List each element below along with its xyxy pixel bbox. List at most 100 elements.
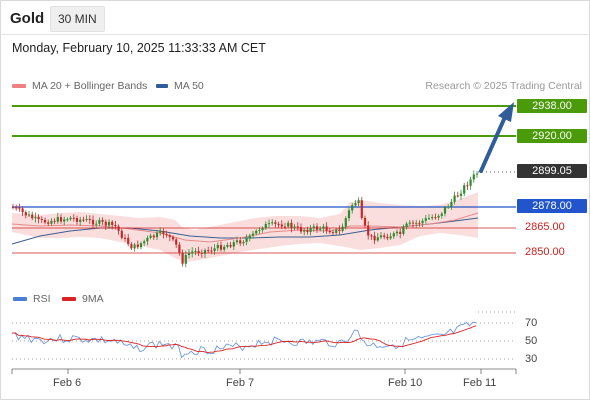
- candle-body: [357, 200, 360, 204]
- candle-body: [418, 222, 421, 224]
- candle-body: [40, 218, 43, 220]
- candle-body: [34, 216, 37, 219]
- header-bar: Gold 30 MIN: [0, 0, 588, 36]
- candle-body: [216, 244, 219, 249]
- candle-body: [184, 254, 187, 264]
- candle-body: [210, 250, 213, 252]
- current-price-label: 2899.05: [517, 164, 587, 178]
- candle-body: [123, 237, 127, 239]
- candle-body: [328, 230, 331, 233]
- candle-body: [280, 224, 283, 227]
- candle-body: [392, 233, 395, 237]
- timeframe-badge[interactable]: 30 MIN: [50, 6, 105, 32]
- candle-body: [315, 226, 319, 230]
- candle-body: [312, 226, 315, 228]
- x-axis-ticks: [11, 369, 517, 374]
- candle-body: [171, 237, 175, 240]
- candle-body: [15, 207, 18, 209]
- candle-body: [415, 222, 418, 224]
- header-divider: [0, 34, 588, 35]
- x-label-feb7: Feb 7: [226, 377, 255, 389]
- candle-body: [427, 218, 431, 220]
- candle-body: [75, 218, 79, 222]
- legend-ma50-swatch: [156, 84, 168, 88]
- x-label-feb11: Feb 11: [463, 377, 497, 389]
- candle-body: [277, 223, 280, 225]
- candle-body: [344, 218, 347, 227]
- candle-body: [463, 185, 466, 194]
- candle-body: [139, 243, 143, 248]
- candle-body: [293, 226, 296, 228]
- candle-body: [351, 205, 354, 211]
- candle-body: [207, 250, 210, 252]
- x-label-feb10: Feb 10: [388, 377, 423, 389]
- candle-body: [296, 226, 299, 228]
- candle-body: [143, 241, 146, 244]
- candle-body: [63, 219, 66, 222]
- legend-ma20-swatch: [12, 84, 26, 88]
- candle-body: [267, 223, 271, 225]
- candle-body: [331, 232, 335, 234]
- candle-body: [466, 185, 469, 187]
- candle-body: [338, 229, 341, 231]
- candle-body: [242, 241, 245, 244]
- candle-body: [136, 244, 139, 248]
- candle-body: [168, 235, 171, 238]
- candle-body: [133, 244, 136, 249]
- candle-body: [175, 239, 178, 245]
- target2-label: 2938.00: [517, 99, 587, 113]
- candle-body: [194, 250, 197, 252]
- candle-body: [31, 214, 34, 219]
- candle-body: [379, 235, 383, 238]
- candle-body: [264, 224, 267, 229]
- support2-label: 2850.00: [525, 246, 565, 258]
- candle-body: [245, 238, 248, 242]
- candle-body: [95, 223, 98, 225]
- candle-body: [370, 235, 373, 237]
- candle-body: [447, 206, 450, 208]
- candle-body: [408, 222, 411, 224]
- candle-body: [354, 203, 357, 206]
- legend-ma50: MA 50: [156, 80, 204, 92]
- candle-body: [21, 208, 24, 213]
- rsi-level-70-label: 70: [525, 317, 538, 329]
- candle-body: [56, 217, 59, 222]
- candle-body: [271, 222, 274, 224]
- candle-body: [114, 225, 117, 227]
- candle-body: [43, 219, 47, 223]
- candle-body: [456, 195, 459, 197]
- candle-body: [431, 217, 434, 219]
- candle-body: [53, 220, 56, 222]
- candle-body: [472, 174, 475, 180]
- candle-body: [299, 227, 303, 232]
- candle-body: [248, 235, 251, 239]
- candle-body: [66, 219, 69, 221]
- candle-body: [159, 230, 162, 233]
- chart-timestamp: Monday, February 10, 2025 11:33:33 AM CE…: [12, 41, 266, 55]
- x-label-feb6: Feb 6: [53, 377, 82, 389]
- rsi-level-50-label: 50: [525, 335, 538, 347]
- candle-body: [335, 229, 338, 233]
- candle-body: [360, 200, 363, 218]
- candle-body: [424, 218, 427, 221]
- candle-body: [309, 227, 312, 233]
- candle-body: [322, 226, 325, 229]
- projection-arrow-shaft: [479, 115, 507, 173]
- candle-body: [450, 201, 453, 207]
- candle-body: [27, 214, 31, 216]
- candle-body: [421, 220, 424, 224]
- candle-body: [162, 230, 165, 235]
- candle-body: [104, 221, 107, 226]
- candle-body: [399, 231, 402, 234]
- candle-body: [178, 244, 181, 253]
- candle-body: [232, 242, 235, 247]
- candle-body: [402, 227, 405, 234]
- candle-body: [155, 232, 159, 238]
- candle-body: [386, 236, 389, 239]
- candle-body: [283, 226, 287, 228]
- candle-body: [373, 235, 376, 241]
- pivot-label: 2878.00: [517, 199, 587, 213]
- candle-body: [274, 222, 277, 224]
- candle-body: [130, 244, 133, 249]
